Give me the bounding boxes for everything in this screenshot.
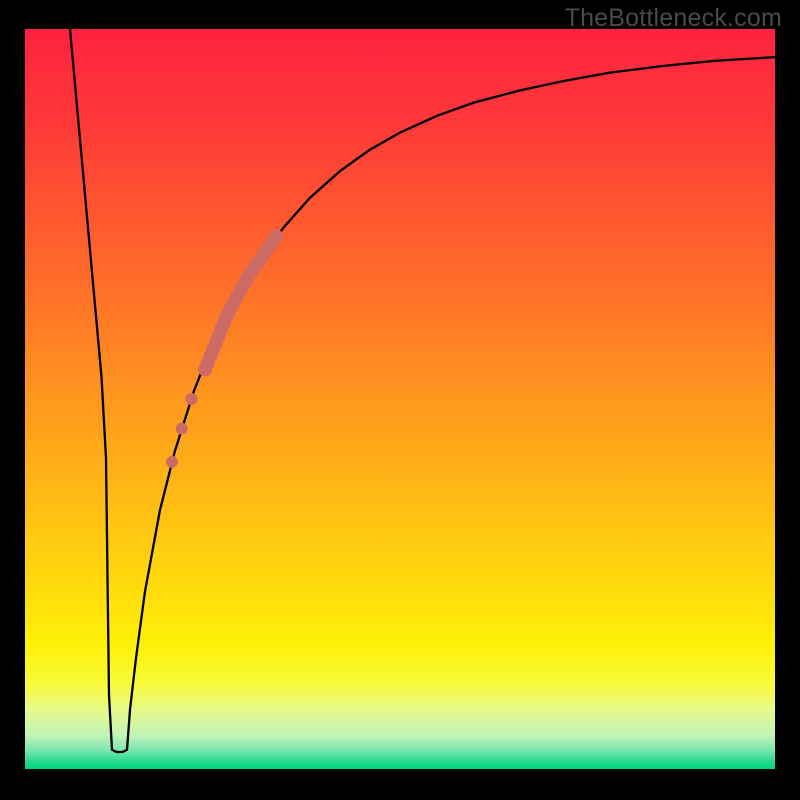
highlight-marker [269, 229, 283, 243]
plot-area [25, 29, 775, 769]
bottleneck-chart [0, 0, 800, 800]
highlight-marker [186, 393, 198, 405]
highlight-marker [166, 456, 178, 468]
watermark-text: TheBottleneck.com [565, 4, 782, 33]
highlight-marker [176, 423, 188, 435]
